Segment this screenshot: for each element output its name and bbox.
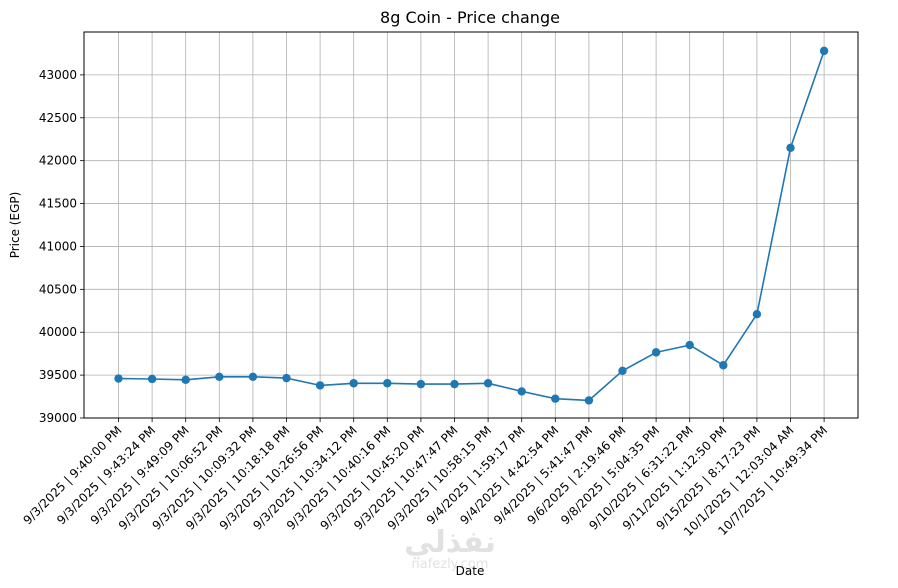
data-point [315,381,325,390]
plot-frame [83,31,859,419]
data-point [651,348,661,357]
data-point [181,375,190,385]
data-point [584,396,594,405]
y-tick-label: 43000 [39,68,77,82]
data-point [551,394,560,403]
y-tick-label: 40500 [39,282,77,296]
data-point [215,372,224,382]
data-point [147,374,157,384]
data-point [618,366,627,376]
data-point [383,379,392,388]
data-point [349,379,358,388]
data-point [719,361,728,370]
data-point [114,374,123,383]
data-point [416,379,426,389]
chart-title: 8g Coin - Price change [380,8,560,27]
data-point [685,340,694,350]
data-point [819,46,829,56]
data-point [248,372,258,382]
price-series [114,46,829,405]
data-point [517,387,526,396]
data-point [282,373,291,383]
y-axis-label: Price (EGP) [8,192,22,259]
y-tick-label: 41500 [39,197,77,211]
y-tick-label: 39500 [39,368,77,382]
y-tick-label: 40000 [39,325,77,339]
y-tick-label: 42500 [39,111,77,125]
series-line [118,50,825,402]
data-point [450,379,459,389]
y-tick-label: 42000 [39,154,77,168]
y-tick-label: 39000 [39,411,77,425]
data-point [483,379,493,388]
data-point [752,310,762,319]
y-tick-label: 41000 [39,239,77,253]
grid-lines [84,32,858,419]
data-point [786,143,795,152]
y-axis: 39000 39500 40000 40500 41000 41500 42000 42500… [39,68,84,425]
x-axis-label: Date [456,564,485,578]
